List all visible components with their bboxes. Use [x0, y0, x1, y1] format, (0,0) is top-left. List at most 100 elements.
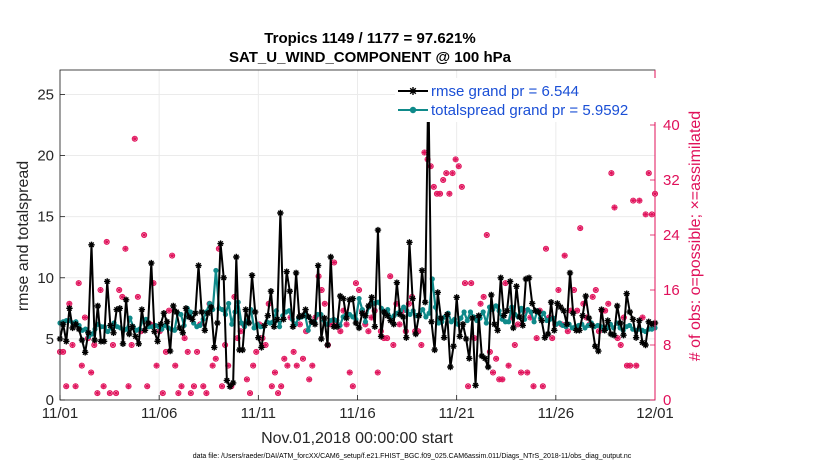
obs-marker [449, 170, 456, 177]
obs-marker [349, 383, 356, 390]
obs-marker [592, 286, 599, 294]
rmse-point [510, 324, 517, 332]
obs-marker [309, 362, 316, 369]
obs-assimilated-point [437, 191, 443, 197]
rmse-point [110, 329, 117, 336]
obs-marker [365, 328, 372, 335]
obs-marker [159, 390, 166, 397]
rmse-point [506, 278, 514, 285]
obs-assimilated-point [571, 287, 577, 293]
rmse-point [173, 308, 180, 316]
obs-marker [281, 355, 288, 362]
obs-assimilated-point [602, 308, 608, 314]
obs-marker [530, 383, 537, 390]
obs-marker [542, 245, 550, 252]
y-tick-label-left: 5 [46, 331, 54, 348]
rmse-point [626, 308, 634, 316]
rmse-point [563, 321, 571, 328]
rmse-point [126, 330, 133, 338]
rmse-point [472, 382, 479, 389]
rmse-point [403, 334, 410, 341]
obs-assimilated-point [646, 170, 652, 176]
rmse-point [211, 344, 218, 351]
obs-assimilated-point [356, 287, 362, 293]
obs-marker [630, 197, 637, 204]
rmse-point [444, 311, 451, 318]
y-tick-label-right: 24 [663, 227, 680, 244]
obs-assimilated-point [238, 328, 244, 334]
spread-point [626, 322, 633, 329]
obs-assimilated-point [565, 328, 571, 334]
spread-point [467, 309, 474, 315]
obs-assimilated-point [627, 363, 633, 369]
obs-assimilated-point [496, 376, 502, 382]
rmse-point [138, 306, 146, 313]
obs-assimilated-point [431, 184, 437, 190]
spread-point [480, 309, 486, 315]
obs-assimilated-point [275, 390, 281, 396]
rmse-point [296, 313, 303, 321]
rmse-point [538, 317, 545, 324]
rmse-point [359, 310, 366, 317]
spread-point [187, 309, 194, 315]
rmse-point [566, 269, 574, 277]
rmse-point [377, 333, 385, 340]
rmse-point [255, 334, 262, 341]
x-axis-label: Nov.01,2018 00:00:00 start [261, 430, 453, 447]
obs-assimilated-point [172, 363, 178, 369]
rmse-point [220, 274, 227, 281]
rmse-point [132, 333, 139, 340]
rmse-point [283, 268, 290, 275]
obs-assimilated-point [368, 314, 375, 321]
obs-marker [337, 328, 344, 335]
obs-marker [268, 383, 275, 390]
obs-assimilated-point [79, 363, 85, 369]
obs-marker [153, 362, 160, 369]
obs-marker [374, 369, 381, 376]
obs-assimilated-point [534, 335, 540, 341]
obs-marker [477, 300, 484, 307]
rmse-point [387, 317, 394, 324]
obs-assimilated-point [328, 321, 334, 327]
obs-marker [493, 355, 500, 362]
rmse-point [270, 323, 278, 330]
rmse-point [601, 327, 608, 334]
rmse-point [362, 312, 369, 319]
rmse-point [365, 302, 372, 310]
obs-assimilated-point [294, 363, 300, 369]
rmse-point [447, 363, 454, 371]
obs-assimilated-point [163, 349, 169, 355]
rmse-point [122, 296, 130, 303]
obs-assimilated-point [362, 321, 368, 327]
obs-assimilated-point [63, 383, 69, 389]
obs-marker [122, 245, 129, 252]
obs-marker [611, 204, 618, 211]
obs-assimilated-point [418, 342, 424, 348]
obs-assimilated-point [440, 177, 446, 183]
obs-marker [343, 321, 350, 328]
obs-marker [321, 300, 328, 307]
obs-assimilated-point [643, 211, 649, 217]
obs-assimilated-point [284, 363, 291, 369]
obs-assimilated-point [428, 163, 434, 169]
rmse-point [245, 319, 253, 327]
spread-point [276, 324, 283, 330]
rmse-point [636, 317, 643, 324]
rmse-point [620, 332, 627, 339]
y-tick-label-left: 0 [46, 392, 54, 409]
spread-point [506, 319, 512, 325]
obs-marker [505, 362, 512, 369]
obs-marker [203, 390, 210, 397]
obs-assimilated-point [125, 383, 132, 389]
obs-assimilated-point [615, 335, 621, 341]
obs-assimilated-point [107, 390, 113, 396]
rmse-point [642, 341, 649, 349]
obs-assimilated-point [297, 321, 303, 327]
obs-assimilated-point [191, 383, 197, 389]
obs-assimilated-point [300, 356, 306, 362]
spread-point [105, 328, 111, 335]
obs-marker [437, 190, 444, 197]
rmse-point [614, 302, 621, 310]
obs-marker [480, 293, 487, 300]
